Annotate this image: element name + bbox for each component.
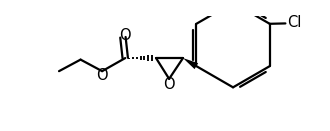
Text: O: O xyxy=(119,28,131,43)
Polygon shape xyxy=(183,58,198,69)
Text: O: O xyxy=(163,77,175,92)
Text: Cl: Cl xyxy=(287,15,301,30)
Text: O: O xyxy=(96,68,108,83)
